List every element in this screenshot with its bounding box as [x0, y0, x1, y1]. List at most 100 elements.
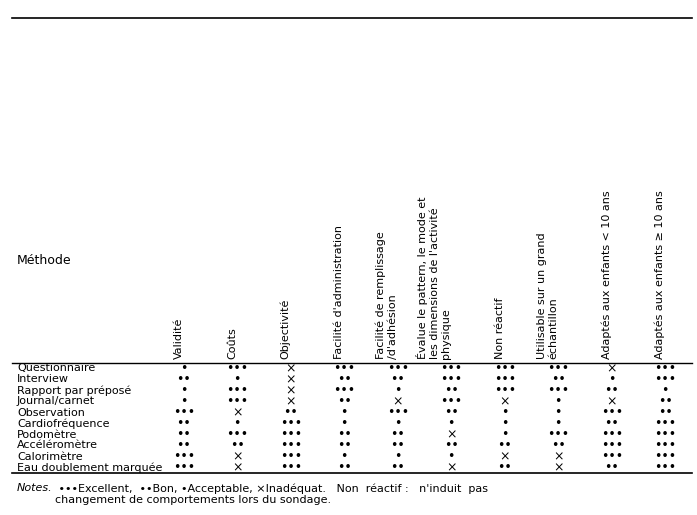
- Text: ••: ••: [176, 439, 191, 452]
- Text: •••: •••: [441, 373, 462, 386]
- Text: •: •: [447, 450, 455, 463]
- Text: ••: ••: [337, 439, 351, 452]
- Text: •: •: [394, 384, 401, 397]
- Text: ••: ••: [284, 406, 298, 419]
- Text: ×: ×: [606, 362, 617, 375]
- Text: •: •: [661, 384, 669, 397]
- Text: •••: •••: [601, 428, 623, 441]
- Text: ••: ••: [444, 439, 459, 452]
- Text: •••: •••: [547, 428, 569, 441]
- Text: •••: •••: [279, 428, 302, 441]
- Text: •: •: [394, 417, 401, 430]
- Text: ×: ×: [500, 395, 510, 408]
- Text: ••: ••: [176, 428, 191, 441]
- Text: ••: ••: [390, 373, 405, 386]
- Text: ×: ×: [232, 461, 243, 474]
- Text: •••: •••: [547, 362, 569, 375]
- Text: ••: ••: [604, 417, 619, 430]
- Text: •: •: [608, 373, 615, 386]
- Text: •••: •••: [173, 450, 195, 463]
- Text: ••: ••: [390, 428, 405, 441]
- Text: ×: ×: [286, 362, 296, 375]
- Text: Cardiofréquence: Cardiofréquence: [17, 418, 109, 429]
- Text: •••: •••: [387, 406, 409, 419]
- Text: •: •: [447, 417, 455, 430]
- Text: Utilisable sur un grand
échantillon: Utilisable sur un grand échantillon: [537, 232, 558, 359]
- Text: •••: •••: [654, 417, 676, 430]
- Text: ••: ••: [444, 406, 459, 419]
- Text: Notes.: Notes.: [17, 483, 53, 493]
- Text: •: •: [501, 406, 508, 419]
- Text: Non réactif: Non réactif: [495, 298, 505, 359]
- Text: •••Excellent,  ••Bon, •Acceptable, ×Inadéquat.   Non  réactif :   n'induit  pas
: •••Excellent, ••Bon, •Acceptable, ×Inadé…: [55, 483, 488, 505]
- Text: ••: ••: [390, 439, 405, 452]
- Text: •••: •••: [654, 450, 676, 463]
- Text: ×: ×: [286, 384, 296, 397]
- Text: ×: ×: [392, 395, 403, 408]
- Text: Observation: Observation: [17, 407, 85, 418]
- Text: •: •: [555, 417, 562, 430]
- Text: •: •: [180, 395, 187, 408]
- Text: ••: ••: [444, 384, 459, 397]
- Text: Podomètre: Podomètre: [17, 430, 77, 439]
- Text: Facilité d'administration: Facilité d'administration: [335, 225, 344, 359]
- Text: •: •: [233, 417, 241, 430]
- Text: •••: •••: [333, 362, 355, 375]
- Text: •••: •••: [227, 384, 248, 397]
- Text: •••: •••: [601, 439, 623, 452]
- Text: ••: ••: [337, 461, 351, 474]
- Text: •: •: [555, 406, 562, 419]
- Text: ×: ×: [500, 450, 510, 463]
- Text: •: •: [233, 373, 241, 386]
- Text: Interview: Interview: [17, 374, 69, 385]
- Text: Évalue le pattern, le mode et
les dimensions de l'activité
physique: Évalue le pattern, le mode et les dimens…: [416, 197, 451, 359]
- Text: •••: •••: [601, 450, 623, 463]
- Text: •: •: [341, 417, 348, 430]
- Text: ••: ••: [658, 406, 673, 419]
- Text: •••: •••: [173, 406, 195, 419]
- Text: ••: ••: [551, 439, 566, 452]
- Text: Méthode: Méthode: [17, 253, 72, 266]
- Text: Calorimètre: Calorimètre: [17, 452, 83, 461]
- Text: Coûts: Coûts: [227, 327, 237, 359]
- Text: •••: •••: [173, 461, 195, 474]
- Text: ••: ••: [230, 439, 245, 452]
- Text: •••: •••: [227, 362, 248, 375]
- Text: •: •: [394, 450, 401, 463]
- Text: •••: •••: [279, 439, 302, 452]
- Text: Journal/carnet: Journal/carnet: [17, 397, 95, 406]
- Text: •: •: [180, 384, 187, 397]
- Text: •••: •••: [227, 428, 248, 441]
- Text: ••: ••: [498, 461, 512, 474]
- Text: •••: •••: [654, 428, 676, 441]
- Text: •••: •••: [654, 439, 676, 452]
- Text: ×: ×: [446, 428, 457, 441]
- Text: •••: •••: [654, 373, 676, 386]
- Text: •••: •••: [441, 362, 462, 375]
- Text: •: •: [180, 362, 187, 375]
- Text: ×: ×: [286, 373, 296, 386]
- Text: Validité: Validité: [174, 318, 184, 359]
- Text: ••: ••: [176, 417, 191, 430]
- Text: •: •: [501, 428, 508, 441]
- Text: •••: •••: [279, 417, 302, 430]
- Text: •••: •••: [279, 450, 302, 463]
- Text: •: •: [341, 406, 348, 419]
- Text: •••: •••: [227, 395, 248, 408]
- Text: ×: ×: [232, 450, 243, 463]
- Text: •••: •••: [493, 384, 516, 397]
- Text: •: •: [501, 417, 508, 430]
- Text: Questionnaire: Questionnaire: [17, 364, 95, 373]
- Text: Eau doublement marquée: Eau doublement marquée: [17, 462, 162, 473]
- Text: ••: ••: [604, 384, 619, 397]
- Text: ••: ••: [390, 461, 405, 474]
- Text: •••: •••: [547, 384, 569, 397]
- Text: Rapport par préposé: Rapport par préposé: [17, 385, 131, 396]
- Text: •••: •••: [493, 362, 516, 375]
- Text: ×: ×: [286, 395, 296, 408]
- Text: Adaptés aux enfants ≥ 10 ans: Adaptés aux enfants ≥ 10 ans: [654, 190, 665, 359]
- Text: ••: ••: [551, 373, 566, 386]
- Text: Accéléromètre: Accéléromètre: [17, 440, 98, 451]
- Text: •••: •••: [279, 461, 302, 474]
- Text: ×: ×: [446, 461, 457, 474]
